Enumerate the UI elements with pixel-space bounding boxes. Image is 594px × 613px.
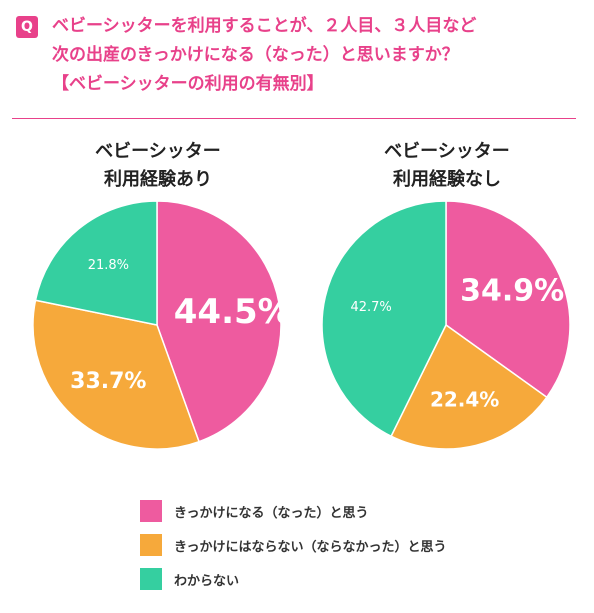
legend-label-unknown: わからない [174,573,240,589]
question-line-3: 【ベビーシッターの利用の有無別】 [52,74,324,94]
pie-slice-without-experience-yes [445,200,571,399]
legend-item-no: きっかけにはならない（ならなかった）と思う [140,528,446,562]
legend-label-yes: きっかけになる（なった）と思う [174,505,369,521]
pie-slice-with-experience-yes [156,200,282,443]
pie-label-with-experience-yes: 44.5% [174,292,287,332]
legend-label-no: きっかけにはならない（ならなかった）と思う [174,539,447,555]
pie-slice-with-experience-no [32,299,200,450]
pie-label-with-experience-unknown: 21.8% [88,258,129,273]
chart-title-right-line-2: 利用経験なし [393,169,501,190]
legend-item-yes: きっかけになる（なった）と思う [140,494,446,528]
chart-title-right: ベビーシッター 利用経験なし [337,138,557,194]
legend-swatch-yes [140,500,162,522]
pie-chart-with-experience: 44.5% 33.7% 21.8% [32,200,287,450]
pie-label-with-experience-no: 33.7% [70,369,146,394]
question-line-1: ベビーシッターを利用することが、２人目、３人目など [52,16,477,36]
chart-title-left-line-1: ベビーシッター [95,141,221,162]
chart-title-left: ベビーシッター 利用経験あり [48,138,268,194]
pie-slice-without-experience-unknown [321,200,447,438]
question-line-2: 次の出産のきっかけになる（なった）と思いますか？ [52,45,459,65]
pie-label-without-experience-no: 22.4% [430,388,499,412]
question-text: ベビーシッターを利用することが、２人目、３人目など 次の出産のきっかけになる（な… [52,12,564,99]
legend-swatch-unknown [140,568,162,590]
question-badge: Q [16,16,38,38]
legend-swatch-no [140,534,162,556]
legend: きっかけになる（なった）と思う きっかけにはならない（ならなかった）と思う わか… [140,494,446,596]
chart-title-right-line-1: ベビーシッター [384,141,510,162]
chart-title-left-line-2: 利用経験あり [104,169,212,190]
pie-slice-with-experience-unknown [34,200,158,326]
legend-item-unknown: わからない [140,562,446,596]
pie-slice-without-experience-no [390,323,548,450]
header-divider [12,118,576,119]
pie-label-without-experience-unknown: 42.7% [350,300,391,315]
pie-chart-without-experience: 34.9% 22.4% 42.7% [321,200,571,450]
pie-label-without-experience-yes: 34.9% [460,274,564,309]
